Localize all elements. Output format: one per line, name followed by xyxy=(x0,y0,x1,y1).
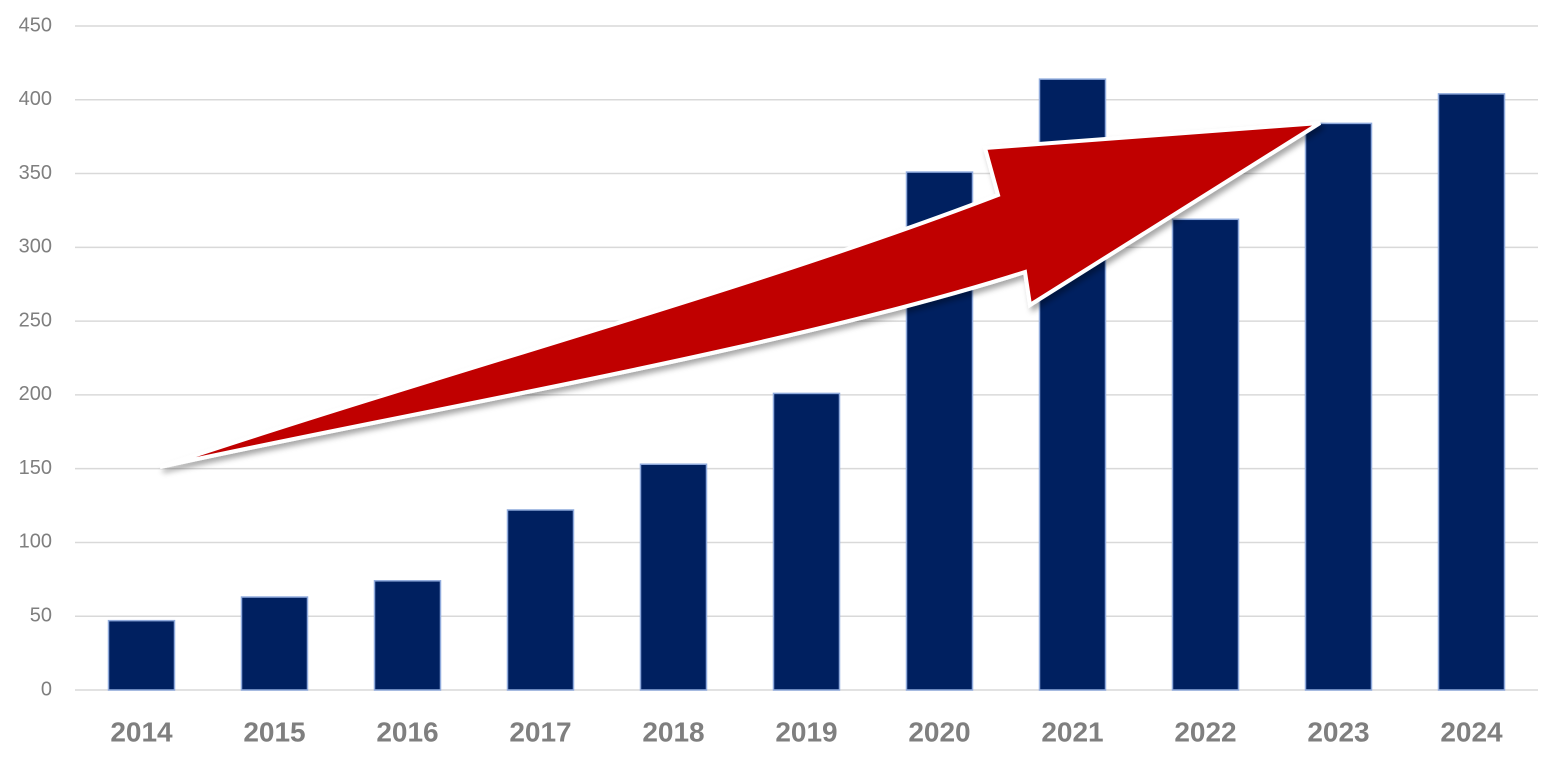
y-tick-label: 50 xyxy=(30,605,52,627)
y-tick-label: 200 xyxy=(19,383,52,405)
y-tick-label: 100 xyxy=(19,531,52,553)
bar xyxy=(240,596,309,691)
bar xyxy=(1171,218,1240,691)
y-tick-label: 350 xyxy=(19,162,52,184)
y-tick-label: 300 xyxy=(19,236,52,258)
x-tick-label: 2018 xyxy=(642,716,704,747)
bars xyxy=(107,78,1506,691)
trend-arrow xyxy=(159,121,1322,469)
bar xyxy=(506,509,575,691)
y-tick-label: 250 xyxy=(19,309,52,331)
bar xyxy=(107,619,176,691)
x-tick-label: 2024 xyxy=(1440,716,1503,747)
x-tick-label: 2014 xyxy=(110,716,173,747)
x-tick-label: 2017 xyxy=(509,716,571,747)
x-tick-label: 2020 xyxy=(908,716,970,747)
grid: 0 50 100 150 200 250 300 350 400 450 2014 2015 2016 2… xyxy=(19,14,1538,747)
x-tick-label: 2021 xyxy=(1041,716,1103,747)
x-tick-label: 2023 xyxy=(1307,716,1369,747)
y-tick-label: 450 xyxy=(19,14,52,36)
bar xyxy=(1304,122,1373,691)
x-tick-label: 2019 xyxy=(775,716,837,747)
bar xyxy=(1437,93,1506,691)
bar xyxy=(772,392,841,691)
bar xyxy=(373,580,442,691)
x-tick-label: 2016 xyxy=(376,716,438,747)
x-tick-label: 2015 xyxy=(243,716,305,747)
y-tick-label: 0 xyxy=(41,678,52,700)
y-tick-label: 400 xyxy=(19,88,52,110)
bar xyxy=(639,463,708,691)
x-tick-label: 2022 xyxy=(1174,716,1236,747)
y-tick-label: 150 xyxy=(19,457,52,479)
